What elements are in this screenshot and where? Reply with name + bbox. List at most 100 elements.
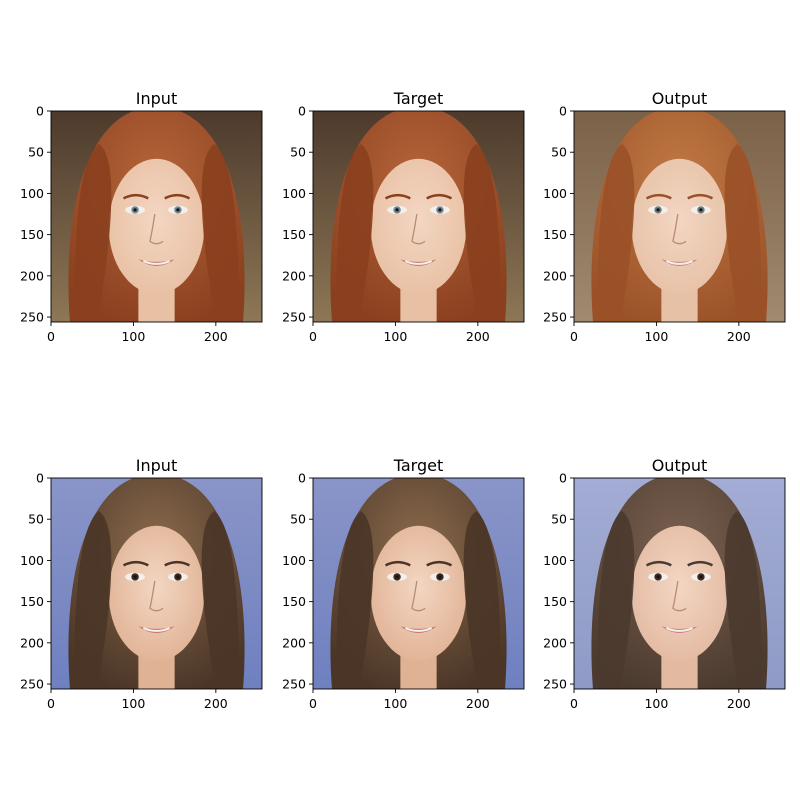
panel-title: Output xyxy=(652,456,708,475)
face-shape xyxy=(370,158,467,294)
hair-strand-right xyxy=(463,143,501,322)
y-tick-label: 250 xyxy=(543,677,567,692)
hair-strand-left xyxy=(336,510,374,689)
mouth-shape xyxy=(138,626,175,633)
y-tick-label: 0 xyxy=(298,471,306,486)
teeth-shape xyxy=(142,260,171,265)
x-tick-label: 200 xyxy=(727,696,751,711)
teeth-shape xyxy=(665,627,694,632)
y-tick-label: 200 xyxy=(282,268,306,283)
pupil-right xyxy=(438,575,442,579)
y-tick-label: 50 xyxy=(290,512,306,527)
eyebrow-left xyxy=(384,560,411,567)
x-tick-label: 0 xyxy=(570,329,578,344)
y-tick-label: 100 xyxy=(543,553,567,568)
pupil-left xyxy=(656,208,660,212)
pupil-right xyxy=(699,575,703,579)
mouth-shape xyxy=(138,259,175,266)
panel-title: Input xyxy=(136,456,177,475)
pupil-left xyxy=(133,208,137,212)
x-tick-label: 100 xyxy=(383,696,407,711)
hair-strand-left xyxy=(597,510,635,689)
photo-image xyxy=(574,111,785,322)
x-tick-label: 0 xyxy=(47,696,55,711)
pupil-right xyxy=(176,575,180,579)
x-tick-label: 100 xyxy=(644,696,668,711)
x-tick-label: 200 xyxy=(466,329,490,344)
axes-frame xyxy=(312,110,525,323)
y-tick-label: 250 xyxy=(20,677,44,692)
hair-strand-right xyxy=(201,510,239,689)
hair-strand-left xyxy=(336,143,374,322)
y-tick-label: 100 xyxy=(20,186,44,201)
y-tick-label: 150 xyxy=(282,594,306,609)
x-tick-label: 200 xyxy=(204,696,228,711)
face-shape xyxy=(108,158,205,294)
nose-shape xyxy=(149,213,164,245)
x-tick-label: 0 xyxy=(309,696,317,711)
pupil-right xyxy=(699,208,703,212)
eyebrow-right xyxy=(426,193,453,200)
face-shape xyxy=(370,525,467,661)
y-tick-label: 100 xyxy=(282,553,306,568)
y-tick-label: 100 xyxy=(20,553,44,568)
hair-strand-right xyxy=(201,143,239,322)
y-tick-label: 0 xyxy=(559,104,567,119)
teeth-shape xyxy=(142,627,171,632)
mouth-shape xyxy=(661,259,698,266)
y-tick-label: 0 xyxy=(36,471,44,486)
hair-strand-left xyxy=(74,510,112,689)
pupil-left xyxy=(133,575,137,579)
x-tick-label: 0 xyxy=(570,696,578,711)
mouth-shape xyxy=(400,626,437,633)
x-tick-label: 100 xyxy=(121,329,145,344)
hair-strand-right xyxy=(463,510,501,689)
y-tick-label: 150 xyxy=(20,594,44,609)
y-tick-label: 250 xyxy=(543,310,567,325)
y-tick-label: 50 xyxy=(551,145,567,160)
teeth-shape xyxy=(404,260,433,265)
face-shape xyxy=(631,158,728,294)
axes-frame xyxy=(573,110,786,323)
pupil-left xyxy=(656,575,660,579)
eyebrow-left xyxy=(122,560,149,567)
pupil-left xyxy=(395,575,399,579)
axes-frame xyxy=(573,477,786,690)
eyebrow-right xyxy=(164,193,191,200)
y-tick-label: 150 xyxy=(543,227,567,242)
nose-shape xyxy=(672,580,687,612)
eyebrow-left xyxy=(645,560,672,567)
y-tick-label: 150 xyxy=(20,227,44,242)
teeth-shape xyxy=(404,627,433,632)
photo-image xyxy=(313,111,524,322)
y-tick-label: 200 xyxy=(20,268,44,283)
panel-title: Target xyxy=(393,89,444,108)
nose-shape xyxy=(149,580,164,612)
teeth-shape xyxy=(665,260,694,265)
photo-image xyxy=(51,478,262,689)
nose-shape xyxy=(411,213,426,245)
y-tick-label: 50 xyxy=(551,512,567,527)
panel-title: Target xyxy=(393,456,444,475)
hair-strand-left xyxy=(597,143,635,322)
panel-title: Input xyxy=(136,89,177,108)
axes-frame xyxy=(312,477,525,690)
panel-title: Output xyxy=(652,89,708,108)
y-tick-label: 150 xyxy=(543,594,567,609)
pupil-right xyxy=(176,208,180,212)
x-tick-label: 0 xyxy=(47,329,55,344)
photo-image xyxy=(51,111,262,322)
hair-strand-left xyxy=(74,143,112,322)
y-tick-label: 200 xyxy=(543,635,567,650)
face-shape xyxy=(108,525,205,661)
y-tick-label: 100 xyxy=(282,186,306,201)
y-tick-label: 50 xyxy=(28,512,44,527)
y-tick-label: 100 xyxy=(543,186,567,201)
x-tick-label: 100 xyxy=(383,329,407,344)
y-tick-label: 250 xyxy=(282,310,306,325)
y-tick-label: 50 xyxy=(28,145,44,160)
